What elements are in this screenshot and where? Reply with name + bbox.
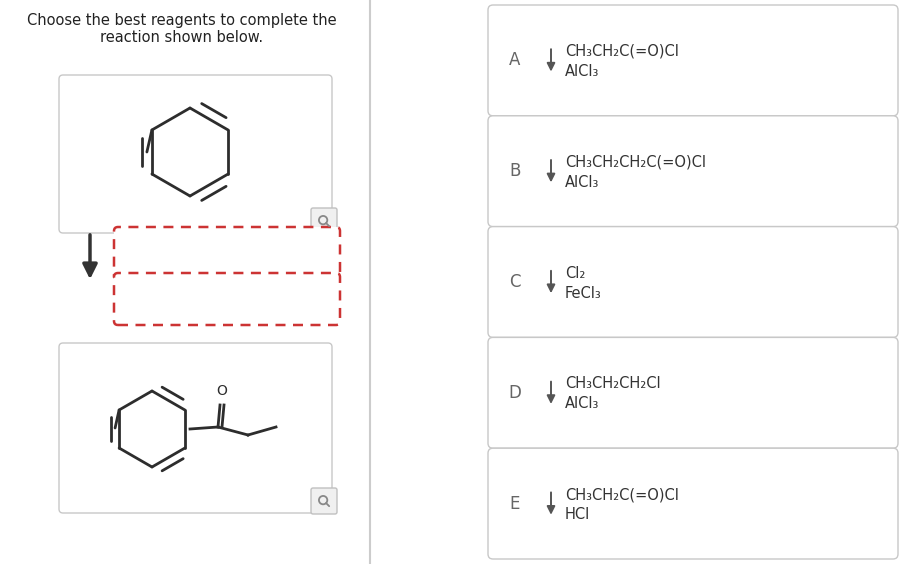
Text: HCl: HCl: [565, 507, 590, 522]
Text: Choose the best reagents to complete the: Choose the best reagents to complete the: [27, 13, 337, 28]
Text: B: B: [509, 162, 520, 180]
FancyBboxPatch shape: [311, 488, 337, 514]
Text: O: O: [216, 384, 227, 398]
Text: AlCl₃: AlCl₃: [565, 64, 599, 79]
Text: CH₃CH₂CH₂Cl: CH₃CH₂CH₂Cl: [565, 376, 661, 391]
FancyBboxPatch shape: [488, 448, 898, 559]
Text: A: A: [509, 51, 520, 69]
Text: FeCl₃: FeCl₃: [565, 285, 602, 301]
Text: Cl₂: Cl₂: [565, 266, 585, 280]
Text: CH₃CH₂CH₂C(=O)Cl: CH₃CH₂CH₂C(=O)Cl: [565, 155, 706, 170]
Text: D: D: [509, 384, 521, 402]
Text: reaction shown below.: reaction shown below.: [100, 30, 264, 45]
FancyBboxPatch shape: [59, 343, 332, 513]
FancyBboxPatch shape: [488, 337, 898, 448]
FancyBboxPatch shape: [311, 208, 337, 234]
FancyBboxPatch shape: [59, 75, 332, 233]
FancyBboxPatch shape: [488, 116, 898, 227]
Text: C: C: [509, 273, 520, 291]
Text: AlCl₃: AlCl₃: [565, 396, 599, 411]
Text: AlCl₃: AlCl₃: [565, 175, 599, 190]
Text: E: E: [509, 495, 520, 513]
FancyBboxPatch shape: [488, 5, 898, 116]
FancyBboxPatch shape: [114, 227, 340, 279]
Text: CH₃CH₂C(=O)Cl: CH₃CH₂C(=O)Cl: [565, 487, 679, 502]
FancyBboxPatch shape: [114, 273, 340, 325]
FancyBboxPatch shape: [488, 227, 898, 337]
Text: CH₃CH₂C(=O)Cl: CH₃CH₂C(=O)Cl: [565, 44, 679, 59]
